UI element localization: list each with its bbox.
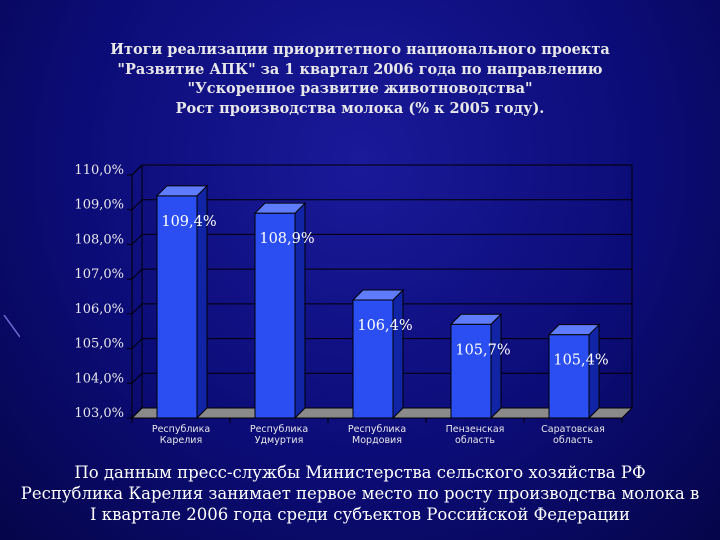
bar: [156, 195, 198, 419]
gridline-side: [131, 372, 143, 384]
bar: [352, 299, 394, 419]
bar-top: [253, 202, 307, 214]
title-line-3: "Ускоренное развитие животноводства": [187, 80, 533, 97]
x-tick-label: Пензенская область: [446, 424, 505, 446]
gridline-side: [131, 199, 143, 211]
bar-side: [392, 288, 404, 420]
y-tick-label: 108,0%: [74, 232, 124, 247]
x-tick-label: Саратовская область: [541, 424, 605, 446]
bar: [450, 323, 492, 419]
title-line-1: Итоги реализации приоритетного националь…: [110, 41, 610, 58]
data-label: 105,7%: [455, 342, 510, 358]
y-tick-label: 104,0%: [74, 371, 124, 386]
y-tick-label: 106,0%: [74, 302, 124, 317]
data-label: 108,9%: [259, 231, 314, 247]
bar-side: [588, 323, 600, 420]
gridline-side: [131, 338, 143, 349]
data-label: 106,4%: [357, 318, 412, 334]
data-label: 109,4%: [161, 214, 216, 230]
bar-top: [155, 185, 209, 197]
bar-top: [449, 313, 503, 325]
decorative-line: [3, 315, 20, 338]
x-tick-label: Республика Карелия: [152, 424, 210, 446]
y-tick-label: 109,0%: [74, 198, 124, 213]
y-tick-label: 107,0%: [74, 267, 124, 282]
title-line-2: "Развитие АПК" за 1 квартал 2006 года по…: [117, 60, 603, 78]
bar: [548, 334, 590, 419]
y-tick-label: 110,0%: [74, 163, 124, 178]
gridline-side: [131, 234, 143, 245]
gridline-side: [131, 407, 143, 419]
bar-side: [490, 313, 502, 420]
bar: [254, 212, 296, 419]
gridline-side: [131, 268, 143, 280]
title-line-4: Рост производства молока (% к 2005 году)…: [175, 99, 545, 117]
caption-line-3: I квартале 2006 года среди субъектов Рос…: [90, 505, 630, 524]
bar-top: [547, 324, 601, 336]
y-tick-label: 103,0%: [74, 406, 124, 421]
caption: По данным пресс-службы Министерства сель…: [20, 462, 700, 525]
chart-title: Итоги реализации приоритетного националь…: [60, 40, 660, 118]
caption-line-2: Республика Карелия занимает первое место…: [20, 484, 700, 503]
bar-top: [351, 289, 405, 301]
x-tick-label: Республика Мордовия: [348, 424, 406, 446]
gridline-side: [131, 164, 143, 176]
x-tick-label: Республика Удмуртия: [250, 424, 308, 446]
plot-side-wall: [131, 163, 143, 420]
data-label: 105,4%: [553, 353, 608, 369]
y-tick-label: 105,0%: [74, 337, 124, 352]
gridline-side: [131, 303, 143, 315]
caption-line-1: По данным пресс-службы Министерства сель…: [74, 463, 646, 482]
